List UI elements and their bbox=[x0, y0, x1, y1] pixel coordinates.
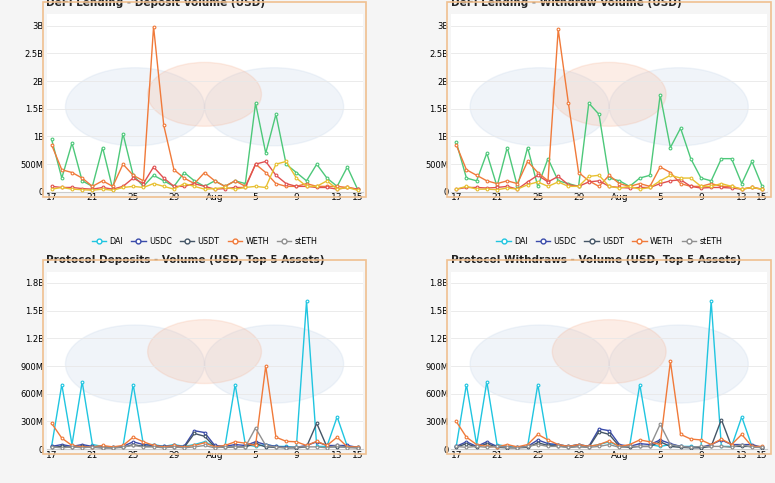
Text: DeFi Lending - Withdraw Volume (USD): DeFi Lending - Withdraw Volume (USD) bbox=[451, 0, 682, 8]
Circle shape bbox=[609, 68, 749, 146]
Circle shape bbox=[470, 68, 609, 146]
Text: Protocol Deposits - Volume (USD, Top 5 Assets): Protocol Deposits - Volume (USD, Top 5 A… bbox=[46, 256, 325, 266]
Circle shape bbox=[609, 325, 749, 403]
Circle shape bbox=[553, 320, 666, 384]
Text: Protocol Withdraws - Volume (USD, Top 5 Assets): Protocol Withdraws - Volume (USD, Top 5 … bbox=[451, 256, 741, 266]
Circle shape bbox=[205, 325, 343, 403]
Circle shape bbox=[65, 68, 205, 146]
Legend: DAI, USDC, USDT, WETH, stETH: DAI, USDC, USDT, WETH, stETH bbox=[496, 237, 722, 246]
Circle shape bbox=[470, 325, 609, 403]
Text: DeFi Lending - Deposit Volume (USD): DeFi Lending - Deposit Volume (USD) bbox=[46, 0, 266, 8]
Legend: DAI, USDC, USDT, WETH, stETH: DAI, USDC, USDT, WETH, stETH bbox=[91, 237, 318, 246]
Circle shape bbox=[553, 62, 666, 126]
Circle shape bbox=[65, 325, 205, 403]
Circle shape bbox=[205, 68, 343, 146]
Circle shape bbox=[148, 320, 261, 384]
Circle shape bbox=[148, 62, 261, 126]
